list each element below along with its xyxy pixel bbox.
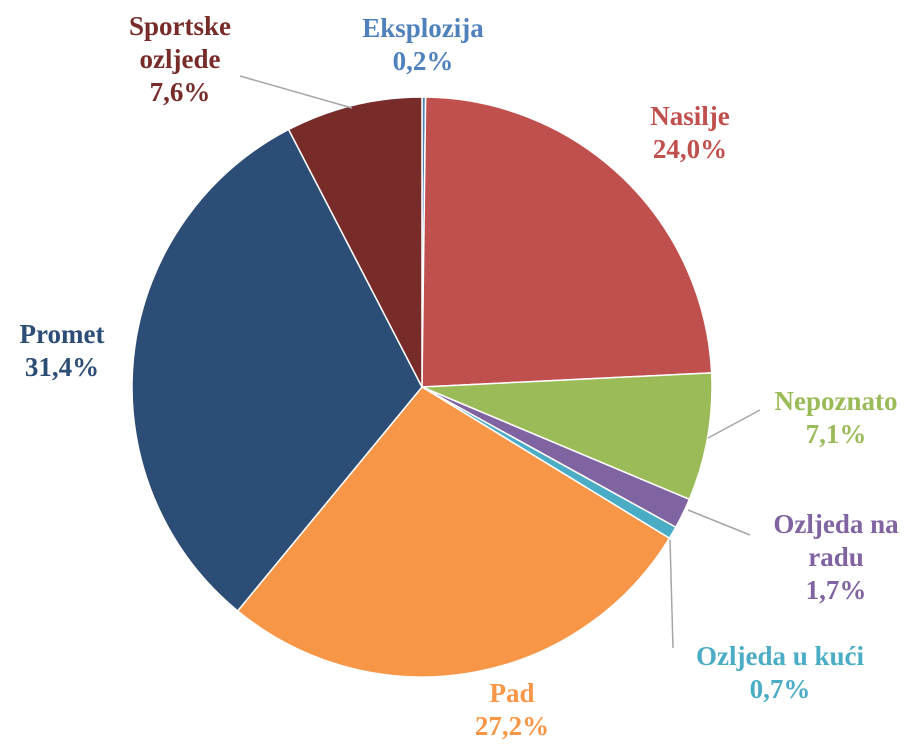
category-label: Promet: [19, 319, 105, 349]
pie-slice: [131, 128, 423, 612]
value-label: 24,0%: [652, 134, 728, 164]
category-label: Pad: [489, 678, 535, 708]
value-label: 31,4%: [24, 352, 100, 382]
pie-slice: [236, 386, 671, 678]
category-label: Nepoznato: [774, 386, 898, 416]
slice-label: Ozljeda u kući 0,7%: [650, 640, 910, 706]
slice-label: Nasilje 24,0%: [590, 100, 790, 166]
value-label: 7,6%: [149, 77, 211, 107]
category-label: Eksplozija: [362, 13, 484, 43]
slice-label: Promet 31,4%: [0, 318, 127, 384]
leader-line: [669, 539, 674, 649]
slice-label: Pad 27,2%: [412, 677, 612, 743]
pie-slice: [421, 96, 713, 388]
slice-label: Nepoznato 7,1%: [756, 385, 912, 451]
leader-line: [687, 509, 751, 536]
pie-slice: [421, 372, 713, 501]
value-label: 27,2%: [474, 711, 550, 741]
pie-slice: [287, 96, 423, 388]
slice-label: Ozljeda na radu 1,7%: [751, 508, 912, 607]
value-label: 0,7%: [749, 674, 811, 704]
value-label: 0,2%: [392, 46, 454, 76]
slice-label: Sportske ozljede 7,6%: [105, 10, 255, 109]
category-label: Nasilje: [650, 101, 730, 131]
category-label: Ozljeda u kući: [695, 641, 864, 671]
category-label: Ozljeda na radu: [773, 509, 899, 572]
value-label: 7,1%: [805, 419, 867, 449]
leader-line: [707, 409, 761, 439]
leader-line: [239, 75, 353, 109]
value-label: 1,7%: [805, 575, 867, 605]
slice-label: Eksplozija 0,2%: [313, 12, 533, 78]
category-label: Sportske ozljede: [128, 11, 231, 74]
